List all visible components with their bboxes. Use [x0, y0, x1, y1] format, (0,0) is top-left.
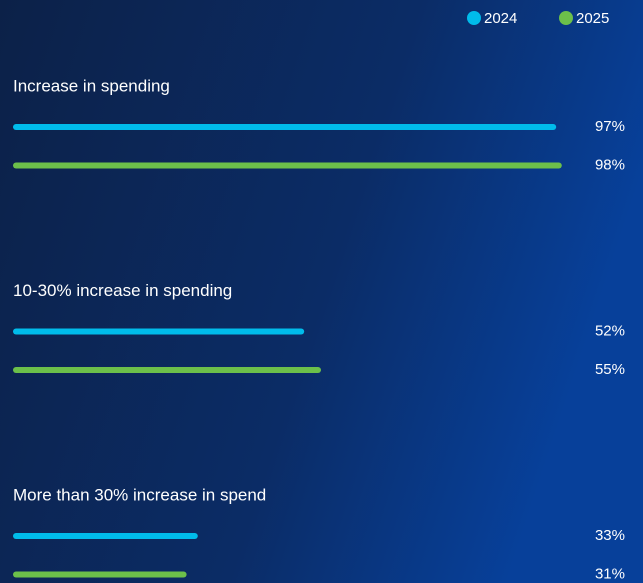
- bar: [13, 367, 321, 373]
- value-label: 31%: [595, 565, 625, 582]
- value-label: 52%: [595, 322, 625, 339]
- legend-swatch: [467, 11, 481, 25]
- value-label: 98%: [595, 156, 625, 173]
- bar: [13, 328, 305, 335]
- bar: [13, 533, 198, 539]
- value-label: 97%: [595, 118, 625, 135]
- legend-swatch: [559, 11, 573, 25]
- bar: [13, 162, 562, 169]
- category-label: 10-30% increase in spending: [13, 281, 232, 300]
- legend-label: 2024: [484, 10, 517, 27]
- category-label: Increase in spending: [13, 76, 170, 95]
- value-label: 55%: [595, 361, 625, 378]
- bar: [13, 124, 557, 130]
- bar: [13, 571, 187, 578]
- value-label: 33%: [595, 527, 625, 544]
- category-label: More than 30% increase in spend: [13, 485, 266, 504]
- legend-label: 2025: [576, 10, 609, 27]
